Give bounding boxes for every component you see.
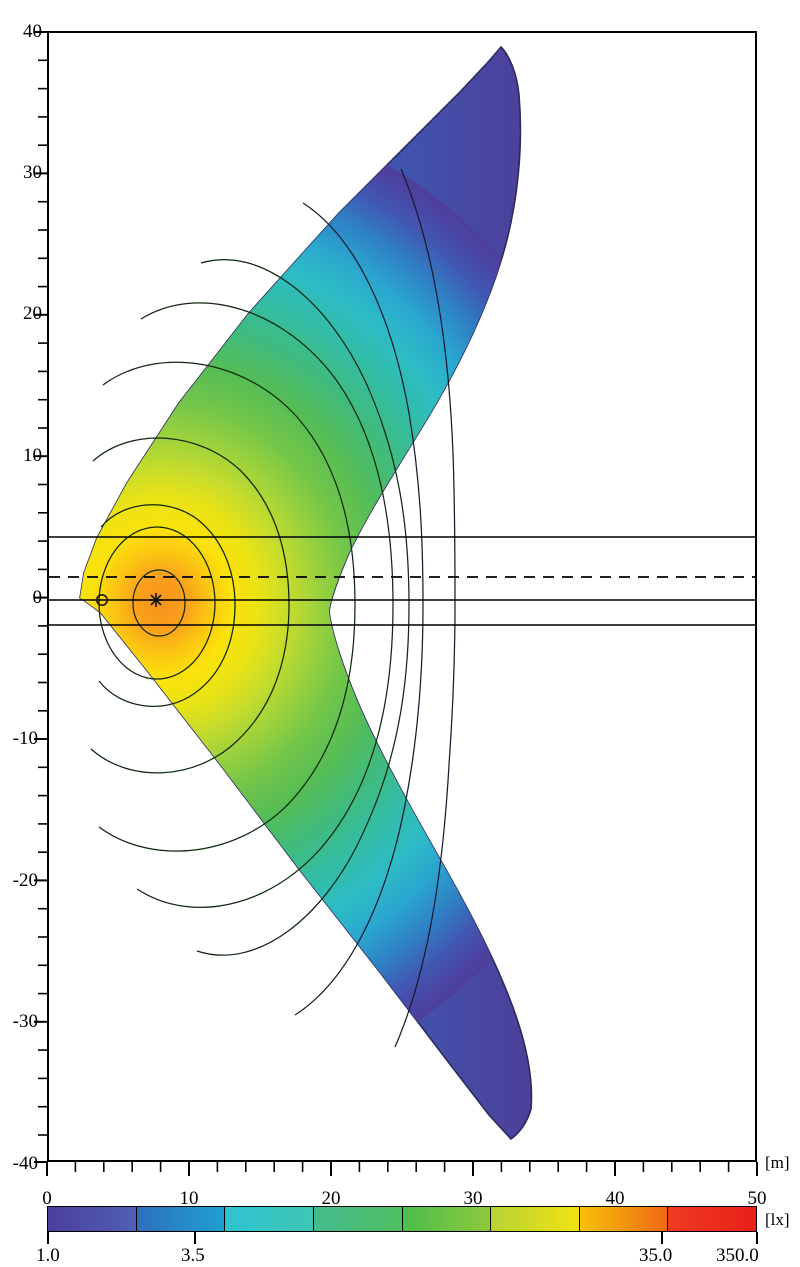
peak-marker: [149, 593, 163, 607]
colorbar-tick-max: [756, 1232, 758, 1244]
reference-lines: [49, 536, 755, 626]
y-tick-label: 40: [23, 21, 42, 42]
colorbar-label-max: 350.0: [716, 1245, 759, 1266]
x-tick-label: 50: [747, 1188, 767, 1209]
colorbar-segment-7: [579, 1207, 669, 1231]
y-tick-label: 20: [23, 303, 42, 324]
isolux-field: [79, 45, 533, 1141]
colorbar-gradient[interactable]: [47, 1206, 757, 1232]
colorbar-segment-4: [313, 1207, 403, 1231]
colorbar-segment-6: [491, 1207, 580, 1231]
colorbar[interactable]: [47, 1206, 757, 1232]
y-tick-label: 30: [23, 162, 42, 183]
light-pool: [80, 103, 532, 1103]
colorbar-tick-high: [661, 1232, 663, 1244]
colorbar-segment-1: [48, 1207, 137, 1231]
y-tick-label: -10: [12, 728, 38, 749]
y-tick-label: -30: [12, 1011, 38, 1032]
y-tick-label: -40: [12, 1153, 38, 1174]
origin-marker: [95, 593, 109, 607]
y-tick-label: 10: [23, 445, 42, 466]
colorbar-segment-5: [402, 1207, 492, 1231]
colorbar-label-min: 1.0: [36, 1245, 60, 1266]
x-tick-label: 20: [321, 1188, 341, 1209]
colorbar-segment-2: [136, 1207, 226, 1231]
x-tick-label: 0: [42, 1188, 52, 1209]
markers: [95, 593, 163, 607]
y-tick-label: -20: [12, 870, 38, 891]
colorbar-segment-3: [225, 1207, 314, 1231]
colorbar-unit-label: [lx]: [765, 1210, 790, 1229]
colorbar-label-high: 35.0: [639, 1245, 673, 1266]
contour-canvas: [49, 33, 755, 1160]
y-axis-ticks: [34, 31, 48, 1163]
x-tick-label: 40: [605, 1188, 625, 1209]
colorbar-label-mid: 3.5: [181, 1245, 205, 1266]
x-tick-label: 10: [179, 1188, 199, 1209]
colorbar-tick-mid: [194, 1232, 196, 1244]
x-axis-ticks: [46, 1162, 758, 1176]
plot-area: [47, 31, 757, 1162]
colorbar-segment-8: [668, 1207, 756, 1231]
colorbar-tick-min: [47, 1232, 49, 1244]
x-tick-label: 30: [463, 1188, 483, 1209]
plot-clip: [49, 33, 755, 1160]
contour-lines: [90, 168, 456, 1048]
x-axis-unit-label: [m]: [765, 1153, 790, 1172]
